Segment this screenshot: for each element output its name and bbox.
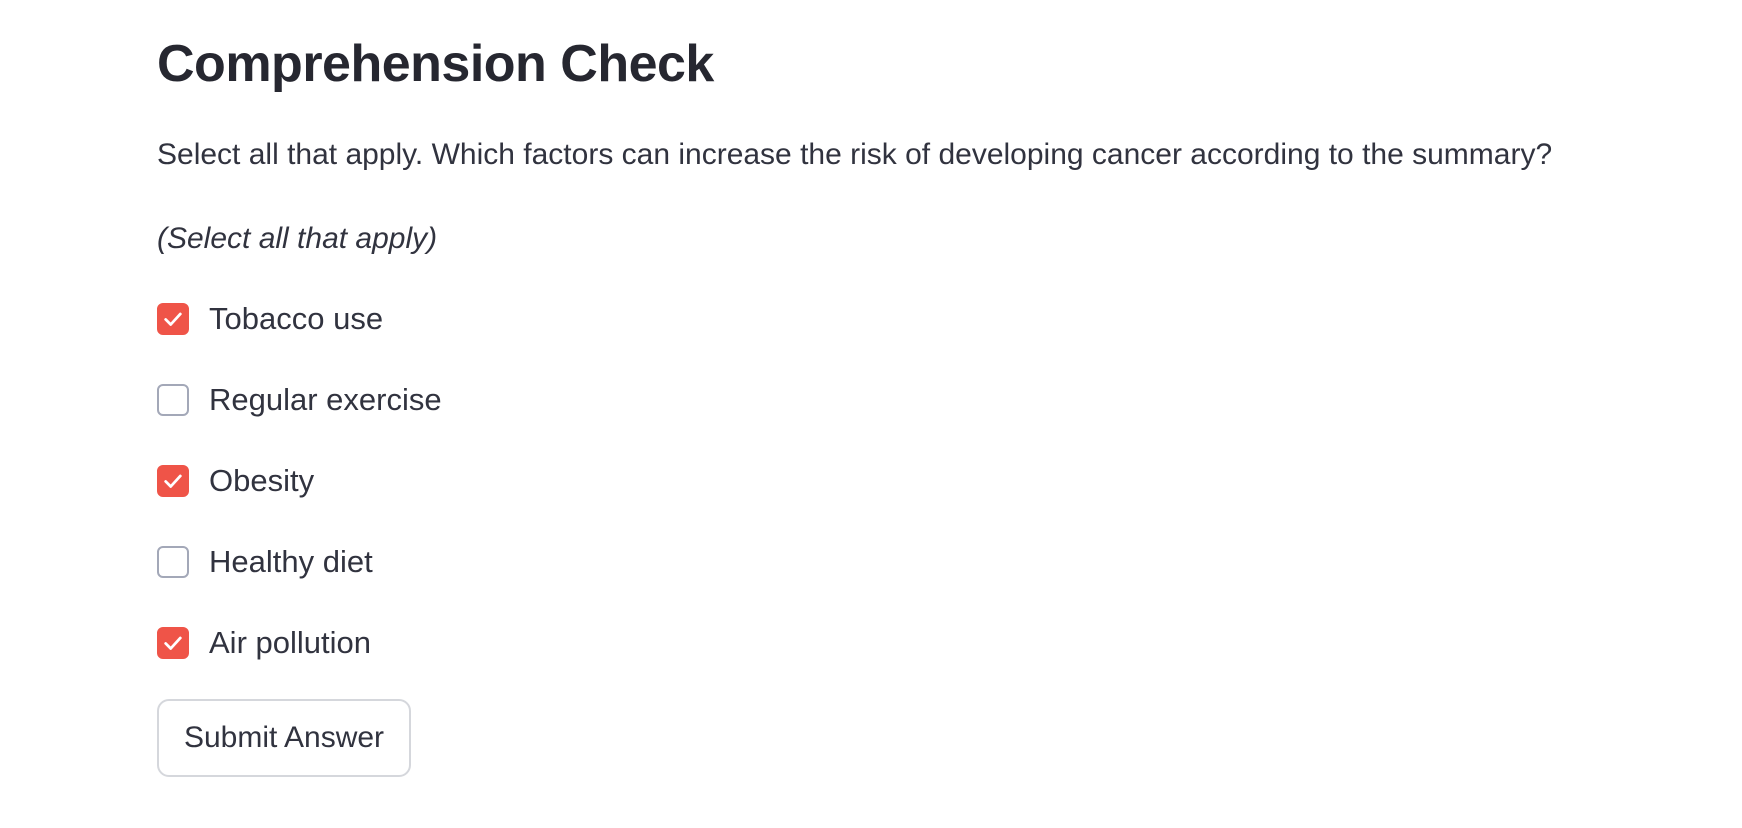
checkmark-icon (164, 636, 182, 650)
submit-answer-button[interactable]: Submit Answer (157, 699, 411, 777)
option-obesity[interactable]: Obesity (157, 461, 314, 501)
option-air-pollution[interactable]: Air pollution (157, 623, 371, 663)
option-label: Obesity (209, 463, 315, 498)
page-title: Comprehension Check (157, 35, 714, 93)
checkmark-icon (164, 312, 182, 326)
question-text: Select all that apply. Which factors can… (157, 138, 1553, 171)
checkbox[interactable] (157, 627, 189, 659)
option-healthy-diet[interactable]: Healthy diet (157, 542, 373, 582)
checkbox[interactable] (157, 465, 189, 497)
checkbox[interactable] (157, 384, 189, 416)
option-label: Air pollution (209, 625, 371, 660)
option-tobacco-use[interactable]: Tobacco use (157, 299, 383, 339)
option-label: Healthy diet (209, 544, 373, 579)
option-label: Tobacco use (209, 301, 384, 336)
checkmark-icon (164, 474, 182, 488)
option-label: Regular exercise (209, 382, 442, 417)
checkbox[interactable] (157, 546, 189, 578)
checkbox[interactable] (157, 303, 189, 335)
instruction-text: (Select all that apply) (157, 222, 438, 255)
option-regular-exercise[interactable]: Regular exercise (157, 380, 442, 420)
